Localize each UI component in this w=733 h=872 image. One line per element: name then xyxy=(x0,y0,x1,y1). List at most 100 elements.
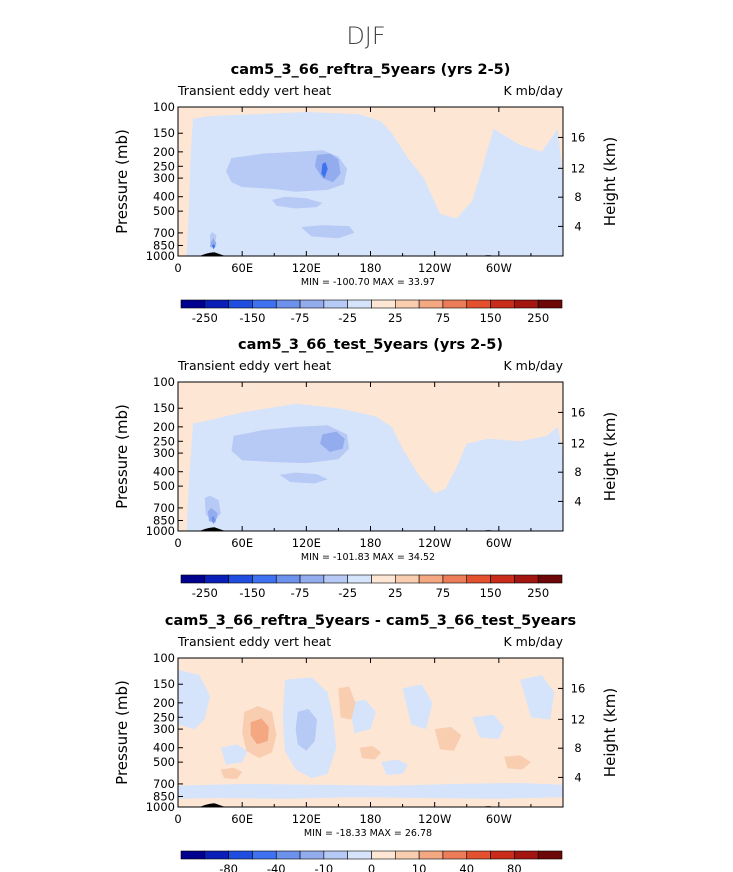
colorbar-box xyxy=(395,574,420,584)
colorbar-box xyxy=(442,299,468,309)
colorbar-box xyxy=(299,299,325,309)
contour-region xyxy=(178,669,211,730)
colorbar-box xyxy=(180,574,206,584)
contour-region xyxy=(520,675,555,720)
x-tick-label: 60E xyxy=(231,812,253,826)
panel-title: cam5_3_66_test_5years (yrs 2-5) xyxy=(238,337,503,353)
y-tick-label: 200 xyxy=(153,145,175,159)
colorbar-box xyxy=(442,574,468,584)
y-tick-label: 250 xyxy=(153,710,175,724)
colorbar-box xyxy=(371,850,396,860)
colorbar-label: -75 xyxy=(291,311,310,325)
colorbar-label: 80 xyxy=(507,862,522,872)
contour-region xyxy=(301,225,355,239)
x-tick-label: 180 xyxy=(360,536,382,550)
min-max-stats: MIN = -101.83 MAX = 34.52 xyxy=(301,552,435,563)
contour-region xyxy=(314,153,341,183)
colorbar-box xyxy=(275,299,301,309)
y-tick-label: 150 xyxy=(153,401,175,415)
colorbar-label: 150 xyxy=(480,311,502,325)
y-tick-label: 1000 xyxy=(146,249,175,263)
colorbar-box xyxy=(323,299,348,309)
y-tick-label: 850 xyxy=(153,513,175,527)
colorbar-box xyxy=(514,299,539,309)
x-tick-label: 120E xyxy=(292,261,321,275)
colorbar-label: -250 xyxy=(192,311,218,325)
height-tick-label: 8 xyxy=(574,465,581,479)
contour-region xyxy=(272,196,323,209)
colorbar-box xyxy=(490,574,515,584)
colorbar-label: -25 xyxy=(338,586,357,600)
x-tick-label: 60W xyxy=(486,536,512,550)
y-tick-label: 300 xyxy=(153,446,175,460)
contour-region xyxy=(212,243,216,250)
colorbar-box xyxy=(442,850,468,860)
colorbar-label: 150 xyxy=(480,586,502,600)
colorbar-box xyxy=(299,574,325,584)
colorbar-box xyxy=(466,299,491,309)
colorbar-box xyxy=(371,299,396,309)
height-tick-label: 16 xyxy=(571,681,586,695)
colorbar-box xyxy=(252,299,277,309)
y-axis-label: Pressure (mb) xyxy=(113,404,131,509)
colorbar-box xyxy=(490,299,515,309)
colorbar-box xyxy=(252,850,277,860)
min-max-stats: MIN = -100.70 MAX = 33.97 xyxy=(301,277,435,288)
left-string: Transient eddy vert heat xyxy=(177,83,331,98)
y-tick-label: 150 xyxy=(153,677,175,691)
height-tick-label: 8 xyxy=(574,190,581,204)
colorbar-label: 75 xyxy=(436,311,451,325)
x-tick-label: 120E xyxy=(292,536,321,550)
contour-region xyxy=(178,783,563,799)
colorbar-box xyxy=(275,574,301,584)
y-tick-label: 200 xyxy=(153,696,175,710)
y-tick-label: 400 xyxy=(153,465,175,479)
x-tick-label: 60E xyxy=(231,261,253,275)
x-tick-label: 120W xyxy=(418,812,451,826)
min-max-stats: MIN = -18.33 MAX = 26.78 xyxy=(304,828,432,839)
y-axis-label-right: Height (km) xyxy=(601,137,619,226)
y-axis-label: Pressure (mb) xyxy=(113,680,131,785)
colorbar-label: -10 xyxy=(314,862,333,872)
colorbar-box xyxy=(204,299,229,309)
height-tick-label: 8 xyxy=(574,741,581,755)
colorbar-label: -150 xyxy=(239,311,265,325)
colorbar-box xyxy=(204,574,229,584)
right-string: K mb/day xyxy=(504,83,564,98)
colorbar-box xyxy=(204,850,229,860)
contour-region xyxy=(349,699,376,734)
contour-region xyxy=(321,162,328,179)
y-tick-label: 150 xyxy=(153,126,175,140)
colorbar-label: 250 xyxy=(527,586,549,600)
right-string: K mb/day xyxy=(504,634,564,649)
colorbar-box xyxy=(418,299,444,309)
contour-region xyxy=(504,755,531,770)
contour-fills xyxy=(178,382,563,531)
x-tick-label: 180 xyxy=(360,812,382,826)
colorbar-box xyxy=(347,299,372,309)
height-tick-label: 4 xyxy=(574,494,581,508)
height-tick-label: 16 xyxy=(571,405,586,419)
y-tick-label: 200 xyxy=(153,420,175,434)
x-tick-label: 120E xyxy=(292,812,321,826)
y-tick-label: 1000 xyxy=(146,800,175,814)
y-tick-label: 1000 xyxy=(146,524,175,538)
x-tick-label: 120W xyxy=(418,536,451,550)
y-axis-label-right: Height (km) xyxy=(601,412,619,501)
contour-region xyxy=(279,472,328,484)
contour-region xyxy=(320,431,345,452)
y-tick-label: 850 xyxy=(153,238,175,252)
colorbar-box xyxy=(323,850,348,860)
x-tick-label: 60W xyxy=(486,261,512,275)
colorbar-box xyxy=(514,574,539,584)
y-tick-label: 300 xyxy=(153,171,175,185)
panel-3: cam5_3_66_reftra_5years - cam5_3_66_test… xyxy=(113,613,619,872)
contour-region xyxy=(210,238,217,248)
colorbar-label: -40 xyxy=(267,862,286,872)
left-string: Transient eddy vert heat xyxy=(177,358,331,373)
colorbar-box xyxy=(180,850,206,860)
x-tick-label: 0 xyxy=(174,261,181,275)
y-tick-label: 850 xyxy=(153,789,175,803)
contour-region xyxy=(231,425,350,464)
colorbar-label: 25 xyxy=(388,311,403,325)
